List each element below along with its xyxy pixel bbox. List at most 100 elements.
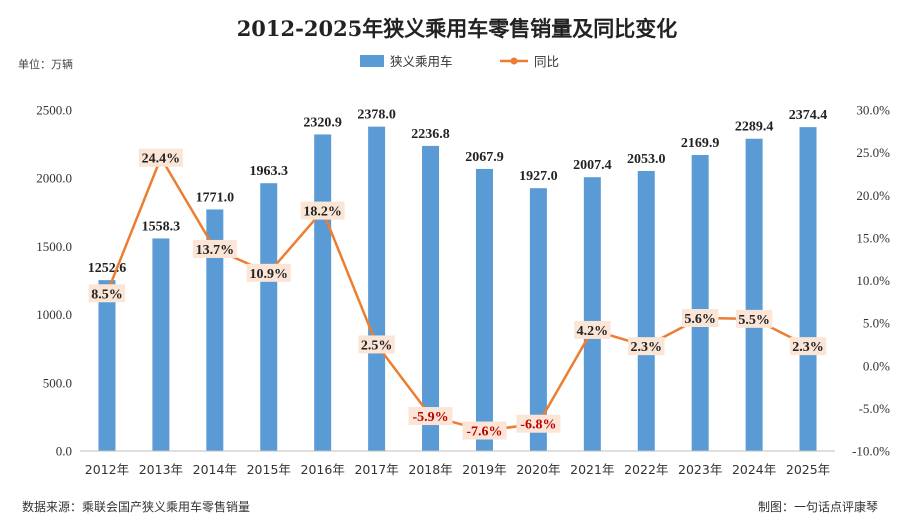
percent-label: -6.8% <box>520 418 556 433</box>
x-tick-label: 2021年 <box>570 462 614 477</box>
percent-label-box <box>300 201 345 220</box>
bar <box>691 155 709 451</box>
bar <box>799 127 817 452</box>
bar <box>637 170 655 451</box>
bar <box>368 126 386 451</box>
credit-note: 制图：一句话点评康琴 <box>758 499 878 514</box>
percent-label: -7.6% <box>466 425 502 440</box>
right-tick-label: 10.0% <box>856 273 890 288</box>
bar-value-label: 2169.9 <box>681 136 720 151</box>
unit-label: 单位：万辆 <box>18 57 73 71</box>
percent-label-box <box>88 284 126 303</box>
left-tick-label: 1000.0 <box>36 307 72 322</box>
percent-label: 10.9% <box>250 267 289 282</box>
left-tick-label: 1500.0 <box>36 239 72 254</box>
x-tick-label: 2016年 <box>301 462 345 477</box>
x-tick-label: 2019年 <box>462 462 506 477</box>
bar <box>422 145 440 451</box>
bar-value-label: 2289.4 <box>735 120 774 135</box>
x-tick-label: 2022年 <box>624 462 668 477</box>
x-tick-label: 2013年 <box>139 462 183 477</box>
bar-value-label: 1963.3 <box>250 164 289 179</box>
percent-label-box <box>192 239 237 258</box>
percent-label: 8.5% <box>91 287 123 302</box>
percent-label-box <box>246 263 291 282</box>
percent-label: 5.5% <box>738 313 770 328</box>
percent-label-box <box>462 421 507 440</box>
percent-label: 13.7% <box>196 243 235 258</box>
source-note: 数据来源：乘联会国产狭义乘用车零售销量 <box>22 499 250 514</box>
bar-value-label: 2007.4 <box>573 158 612 173</box>
bar <box>260 183 278 452</box>
bar <box>98 280 116 451</box>
bar <box>745 138 763 452</box>
x-tick-label: 2023年 <box>678 462 722 477</box>
percent-label-box <box>358 335 395 354</box>
bar <box>583 177 601 451</box>
bar-series <box>98 126 817 452</box>
x-axis: 2012年 2013年 2014年 2015年 2016年 2017年 2018年 2019年… <box>85 462 830 477</box>
right-axis: -10.0% -5.0% 0.0% 5.0% 10.0% 15.0% 20.0% 25.0% 3… <box>852 103 890 459</box>
bar-value-label: 2236.8 <box>411 127 450 142</box>
x-tick-label: 2015年 <box>247 462 291 477</box>
x-tick-label: 2025年 <box>786 462 830 477</box>
percent-label-box <box>681 309 719 328</box>
x-tick-label: 2018年 <box>408 462 452 477</box>
chart-title: 2012-2025年狭义乘用车零售销量及同比变化 <box>237 16 678 41</box>
right-tick-label: 30.0% <box>856 103 890 118</box>
percent-label: 5.6% <box>684 312 716 327</box>
percent-label: 2.5% <box>361 338 393 353</box>
percent-label-box <box>789 337 827 356</box>
percent-label-box <box>138 148 183 167</box>
bar <box>206 209 224 451</box>
bar <box>475 168 493 451</box>
bar-value-label: 2378.0 <box>357 108 396 123</box>
percent-label: -5.9% <box>412 410 448 425</box>
legend: 狭义乘用车 同比 <box>360 54 559 69</box>
bar-value-label: 2067.9 <box>465 150 504 165</box>
bar-labels: 1252.6 1558.3 1771.0 1963.3 2320.9 2378.0 2236… <box>88 108 828 277</box>
percent-label-box <box>408 407 453 426</box>
percent-label: 2.3% <box>631 340 663 355</box>
percent-label-box <box>628 337 665 356</box>
x-tick-label: 2024年 <box>732 462 776 477</box>
left-tick-label: 2500.0 <box>36 103 72 118</box>
x-tick-label: 2017年 <box>354 462 398 477</box>
percent-label-box <box>735 309 773 328</box>
x-tick-label: 2014年 <box>193 462 237 477</box>
percent-label-box <box>516 414 561 433</box>
bar-value-label: 2320.9 <box>303 115 342 130</box>
percent-label: 18.2% <box>303 205 342 220</box>
bar-value-label: 1558.3 <box>142 219 181 234</box>
bar <box>529 188 547 451</box>
bar-value-label: 1927.0 <box>519 169 558 184</box>
left-tick-label: 500.0 <box>43 375 72 390</box>
legend-bar-label: 狭义乘用车 <box>390 54 453 69</box>
legend-bar-swatch <box>360 55 384 67</box>
right-tick-label: -5.0% <box>859 401 891 416</box>
bar <box>152 238 170 451</box>
percent-labels: 8.5% 24.4% 13.7% 10.9% 18.2% 2.5% -5.9% -7.6% -6… <box>88 148 827 440</box>
legend-line-marker <box>510 57 518 65</box>
bar-value-label: 2053.0 <box>627 152 666 167</box>
right-tick-label: 25.0% <box>856 145 890 160</box>
x-tick-label: 2020年 <box>516 462 560 477</box>
percent-label: 4.2% <box>577 324 609 339</box>
left-axis: 0.0 500.0 1000.0 1500.0 2000.0 2500.0 <box>36 103 72 459</box>
bar-value-label: 1252.6 <box>88 261 127 276</box>
bar-value-label: 1771.0 <box>196 190 235 205</box>
percent-label-box <box>574 320 611 339</box>
bar <box>314 134 332 451</box>
legend-line-label: 同比 <box>534 54 559 69</box>
left-tick-label: 2000.0 <box>36 171 72 186</box>
left-tick-label: 0.0 <box>56 444 72 459</box>
bar-value-label: 2374.4 <box>789 108 828 123</box>
percent-label: 2.3% <box>792 340 824 355</box>
right-tick-label: 0.0% <box>863 358 890 373</box>
x-tick-label: 2012年 <box>85 462 129 477</box>
percent-label: 24.4% <box>142 152 181 167</box>
right-tick-label: 5.0% <box>863 316 890 331</box>
right-tick-label: 15.0% <box>856 230 890 245</box>
right-tick-label: -10.0% <box>852 444 890 459</box>
